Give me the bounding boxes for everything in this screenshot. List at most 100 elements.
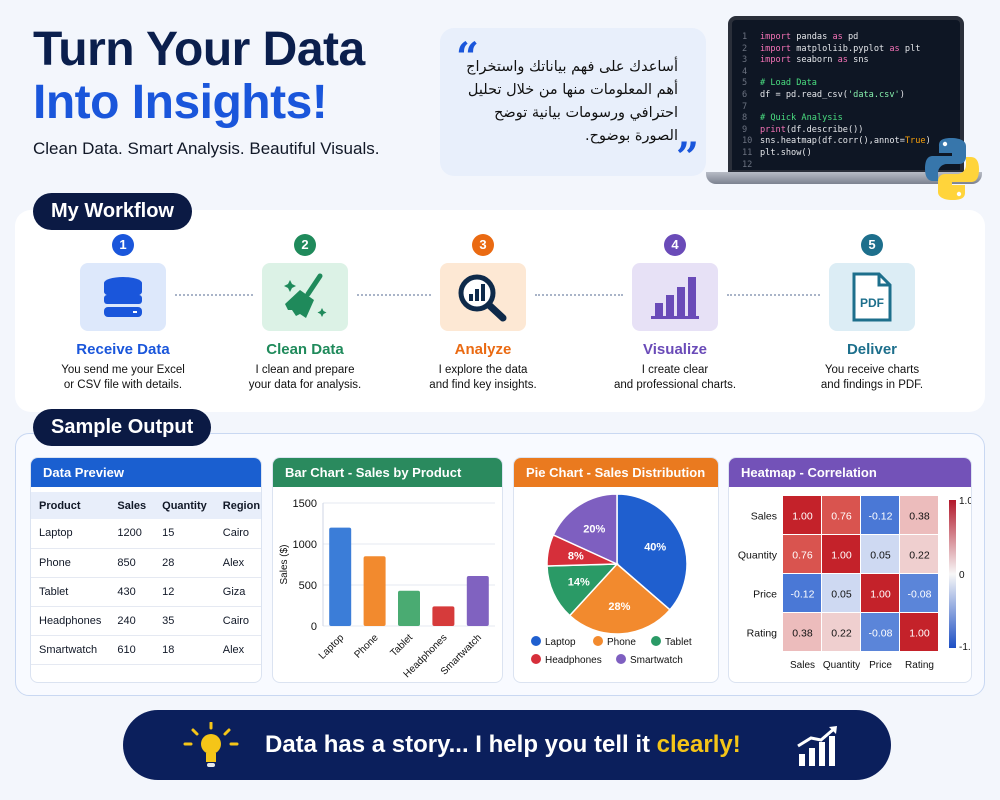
workflow-step-1: 1 Receive Data You send me your Excel or … [33, 234, 213, 393]
y-tick-label: 1500 [293, 498, 317, 510]
heatmap-cell [783, 613, 821, 651]
heatmap-cell [900, 574, 938, 612]
laptop-base [706, 172, 982, 184]
row-label: Price [753, 589, 777, 601]
table-cell: 430 [109, 577, 155, 607]
code-block: 1 import pandas as pd 2 import matploliib.p… [742, 32, 931, 171]
code-line: 10 sns.heatmap(df.corr(),annot=True) [742, 136, 931, 147]
heatmap-cell [900, 496, 938, 534]
step-description: You send me your Excel or CSV file with d… [33, 363, 213, 393]
heatmap-cell [900, 613, 938, 651]
code-line: 6 df = pd.read_csv('data.csv') [742, 89, 905, 100]
legend-marker [593, 636, 603, 646]
heatmap-cell [861, 496, 899, 534]
step-number-badge: 4 [664, 234, 686, 256]
step-desc-line: and findings in PDF. [820, 379, 924, 391]
table-cell: Laptop [31, 519, 110, 549]
pie-slice-phone [568, 562, 671, 635]
table-cell: Phone [31, 548, 110, 578]
table-cell: Cairo [214, 606, 261, 636]
heatmap-value: 1.00 [909, 628, 930, 640]
code-line: 8 # Quick Analysis [742, 113, 843, 124]
heatmap-value: 0.76 [831, 511, 852, 523]
quote-open-icon: “ [456, 34, 480, 81]
bar-smartwatch [466, 575, 489, 626]
step-desc-line: and find key insights. [429, 379, 537, 391]
heatmap-value: 0.38 [792, 628, 813, 640]
step-title: Deliver [846, 341, 898, 358]
x-tick-label: Tablet [388, 632, 415, 659]
heatmap-cell [783, 496, 821, 534]
code-line: 7 [742, 101, 748, 112]
pie-data-label: 20% [583, 524, 605, 536]
legend-label: Smartwatch [630, 655, 683, 666]
step-description: I explore the data and find key insights. [393, 363, 573, 393]
step-desc-line: I explore the data [438, 364, 528, 376]
heatmap-cell [822, 613, 860, 651]
arabic-quote-text: أساعدك على فهم بياناتك واستخراج أهم المع… [466, 59, 678, 144]
database-icon [80, 263, 166, 331]
heatmap-value: 0.05 [831, 589, 852, 601]
table-cell: 15 [154, 519, 215, 549]
step-desc-line: I clean and prepare [255, 364, 355, 376]
bar-laptop [329, 527, 352, 626]
table-cell: 850 [109, 548, 155, 578]
heatmap-cell [861, 535, 899, 573]
hero-title-line1: Turn Your Data [33, 23, 365, 76]
step-connector [175, 294, 253, 296]
table-header-row: Product Sales Quantity Region [31, 492, 261, 519]
pie-slice-smartwatch [552, 493, 618, 566]
table-cell: 12 [154, 577, 215, 607]
table-cell: 35 [154, 606, 215, 636]
heatmap-value: 0.05 [870, 550, 891, 562]
heatmap-cell [822, 574, 860, 612]
arabic-quote-box: “ أساعدك على فهم بياناتك واستخراج أهم ال… [440, 28, 706, 178]
legend-marker [531, 654, 541, 664]
table-cell: 610 [109, 635, 155, 665]
bar-phone [363, 556, 386, 626]
table-row: Smartwatch 610 18 Alex [31, 635, 261, 665]
table-cell: Headphones [31, 606, 110, 636]
heatmap-value: -0.12 [791, 589, 815, 601]
pie-data-label: 8% [568, 551, 584, 563]
step-description: You receive charts and findings in PDF. [782, 363, 962, 393]
heatmap-cell [822, 496, 860, 534]
banner-text-main: Data has a story... I help you tell it [265, 731, 657, 758]
bottom-banner: Data has a story... I help you tell it c… [123, 710, 891, 780]
colorbar-mid: 0 [959, 570, 965, 581]
row-label: Sales [751, 511, 777, 523]
legend-label: Headphones [545, 655, 602, 666]
growth-chart-icon [797, 726, 837, 766]
column-label: Price [869, 660, 892, 671]
heatmap-value: 0.38 [909, 511, 930, 523]
heatmap-cell [861, 574, 899, 612]
colorbar-max: 1.0 [959, 496, 972, 507]
step-desc-line: You send me your Excel [61, 364, 185, 376]
step-number-badge: 3 [472, 234, 494, 256]
heatmap-cell [861, 613, 899, 651]
workflow-label: My Workflow [33, 193, 192, 230]
pie-slice-tablet [546, 563, 619, 617]
table-cell: Cairo [214, 519, 261, 549]
pdf-icon-label: PDF [860, 296, 884, 310]
table-cell: 1200 [109, 519, 155, 549]
legend-label: Laptop [545, 637, 576, 648]
magnifier-chart-icon [440, 263, 526, 331]
lightbulb-icon [183, 722, 239, 767]
code-line: 2 import matploliib.pyplot as plt [742, 43, 921, 54]
heatmap-value: -0.08 [869, 628, 893, 640]
step-title: Analyze [454, 341, 512, 358]
python-logo-icon [925, 138, 979, 200]
heatmap-cell [783, 535, 821, 573]
data-preview-table: Product Sales Quantity Region Laptop 1200 15 Ca… [31, 492, 261, 665]
step-desc-line: and professional charts. [613, 379, 737, 391]
table-cell: 240 [109, 606, 155, 636]
code-line: 3 import seaborn as sns [742, 55, 869, 66]
legend-marker [616, 654, 626, 664]
pie-chart-card: Pie Chart - Sales Distribution 40% 28% 14%… [513, 457, 719, 683]
pie-chart-title: Pie Chart - Sales Distribution [514, 458, 718, 487]
heatmap-value: 0.76 [792, 550, 813, 562]
sample-output-label: Sample Output [33, 409, 212, 446]
step-desc-line: I create clear [641, 364, 709, 376]
